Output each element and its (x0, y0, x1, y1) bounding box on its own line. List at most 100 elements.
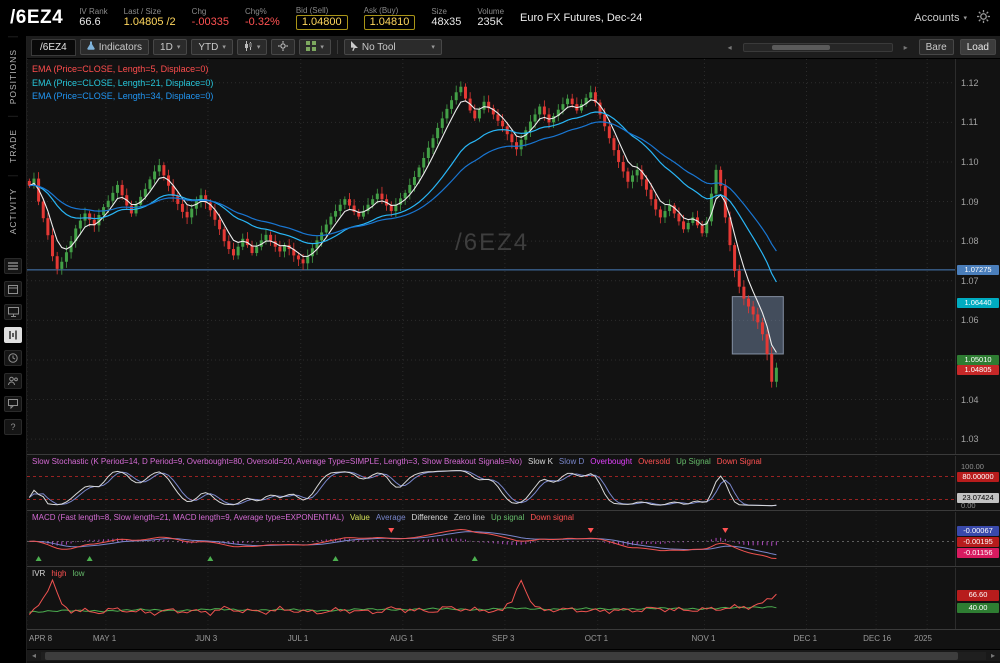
chart-watermark: /6EZ4 (455, 229, 529, 257)
candle (622, 162, 625, 172)
stat-value: 1.04805 /2 (124, 16, 176, 29)
bottom-scrollbar[interactable]: ◂ ▸ (27, 649, 1000, 661)
time-axis-label: NOV 1 (691, 634, 715, 643)
candle (473, 110, 476, 118)
up-signal-arrow (472, 556, 478, 561)
menu-icon[interactable] (4, 258, 22, 274)
price-axis-label: 1.07 (961, 277, 979, 286)
ivr-bubble: 66.60 (957, 590, 999, 600)
scroll-thumb[interactable] (45, 652, 958, 660)
scroll-track[interactable] (41, 652, 986, 660)
stochastic-pane[interactable]: Slow Stochastic (K Period=14, D Period=9… (27, 456, 1000, 511)
time-axis-label: APR 8 (29, 634, 52, 643)
candle (687, 223, 690, 229)
chart-icon[interactable] (4, 327, 22, 343)
macd-pane[interactable]: MACD (Fast length=8, Slow length=21, MAC… (27, 512, 1000, 567)
calendar-icon[interactable] (4, 281, 22, 297)
drawing-tool-dropdown[interactable]: No Tool ▾ (344, 39, 442, 55)
candle (534, 114, 537, 121)
stat-label: Ask (Buy) (364, 6, 416, 16)
layout-grid-dropdown[interactable]: ▾ (299, 39, 331, 55)
chat-icon[interactable] (4, 396, 22, 412)
settings-gear-icon[interactable] (977, 10, 990, 26)
header-stat[interactable]: Ask (Buy)1.04810 (364, 6, 416, 31)
sidebar-tab-positions[interactable]: POSITIONS (8, 36, 18, 116)
ivr-pane[interactable]: IVRhighlow 66.60 40.00 (27, 568, 1000, 630)
stat-label: Chg% (245, 7, 280, 17)
ivr-bubble: 40.00 (957, 603, 999, 613)
ivr-plot[interactable] (27, 568, 955, 630)
stat-value: -.00335 (192, 16, 229, 29)
price-bubble: 1.07275 (957, 265, 999, 275)
legend-token: Zero line (454, 513, 485, 522)
scroll-right-arrow[interactable]: ▸ (986, 651, 1000, 660)
chart-settings-button[interactable] (271, 39, 295, 55)
header-stat: Last / Size1.04805 /2 (124, 7, 176, 30)
indicators-button[interactable]: Indicators (80, 39, 149, 55)
toolbar-scroll-thumb[interactable] (772, 45, 830, 50)
legend-token: Overbought (590, 457, 632, 466)
stoch-bubble: 80.00000 (957, 472, 999, 482)
legend-token: Slow K (528, 457, 553, 466)
legend-token: Down signal (530, 513, 574, 522)
price-axis-label: 1.09 (961, 198, 979, 207)
chart-type-dropdown[interactable]: ▾ (237, 39, 268, 55)
legend-token: Up Signal (676, 457, 711, 466)
candle (297, 255, 300, 259)
stat-label: Volume (477, 7, 504, 17)
scroll-left-arrow[interactable]: ◂ (27, 651, 41, 660)
toolbar-scroll-right[interactable]: ▸ (899, 43, 913, 52)
sidebar-tab-trade[interactable]: TRADE (8, 116, 18, 175)
stat-label: Size (431, 7, 461, 17)
stoch-axis-top: 100.00 (961, 462, 984, 471)
candle (65, 252, 68, 262)
candle (116, 185, 119, 193)
up-signal-arrow (87, 556, 93, 561)
candle (738, 271, 741, 287)
toolbar-scroll-left[interactable]: ◂ (723, 43, 737, 52)
clock-icon[interactable] (4, 350, 22, 366)
load-button[interactable]: Load (960, 39, 996, 55)
price-axis-label: 1.04 (961, 396, 979, 405)
toolbar-separator (337, 40, 338, 54)
bare-button[interactable]: Bare (919, 39, 954, 55)
monitor-icon[interactable] (4, 304, 22, 320)
price-axis[interactable]: 1.121.111.101.091.081.071.061.051.041.03… (955, 59, 1000, 454)
candle (107, 201, 110, 207)
candle (752, 307, 755, 315)
candle (766, 334, 769, 354)
price-pane[interactable]: /6EZ4 EMA (Price=CLOSE, Length=5, Displa… (27, 59, 1000, 455)
range-dropdown[interactable]: YTD▾ (191, 39, 233, 55)
people-icon[interactable] (4, 373, 22, 389)
header-stats: IV Rank66.6Last / Size1.04805 /2Chg-.003… (79, 6, 504, 31)
candle (46, 218, 49, 235)
candle (756, 314, 759, 322)
ema-legend-row: EMA (Price=CLOSE, Length=21, Displace=0) (32, 77, 213, 91)
candle (441, 118, 444, 128)
candle (761, 322, 764, 334)
header-stat: IV Rank66.6 (79, 7, 107, 30)
toolbar-scrollbar[interactable] (743, 43, 893, 52)
header-stat[interactable]: Bid (Sell)1.04800 (296, 6, 348, 31)
symbol-title: /6EZ4 (10, 7, 63, 29)
sidebar-tab-activity[interactable]: ACTIVITY (8, 175, 18, 246)
chevron-down-icon: ▾ (177, 43, 181, 51)
candlestick-chart[interactable] (27, 59, 955, 455)
candle (520, 140, 523, 150)
down-signal-arrow (722, 528, 728, 533)
candle (223, 229, 226, 241)
symbol-tab[interactable]: /6EZ4 (31, 39, 76, 56)
time-axis-label: DEC 1 (794, 634, 818, 643)
ivr-legend: IVRhighlow (32, 569, 90, 578)
accounts-dropdown[interactable]: Accounts ▾ (914, 12, 967, 24)
candle (668, 206, 671, 212)
help-icon[interactable]: ? (4, 419, 22, 435)
candle (631, 175, 634, 181)
candle (645, 179, 648, 189)
timeframe-dropdown[interactable]: 1D▾ (153, 39, 187, 55)
candle (747, 299, 750, 307)
candle (84, 213, 87, 220)
candle (186, 212, 189, 218)
candle (121, 185, 124, 195)
legend-token: high (51, 569, 66, 578)
